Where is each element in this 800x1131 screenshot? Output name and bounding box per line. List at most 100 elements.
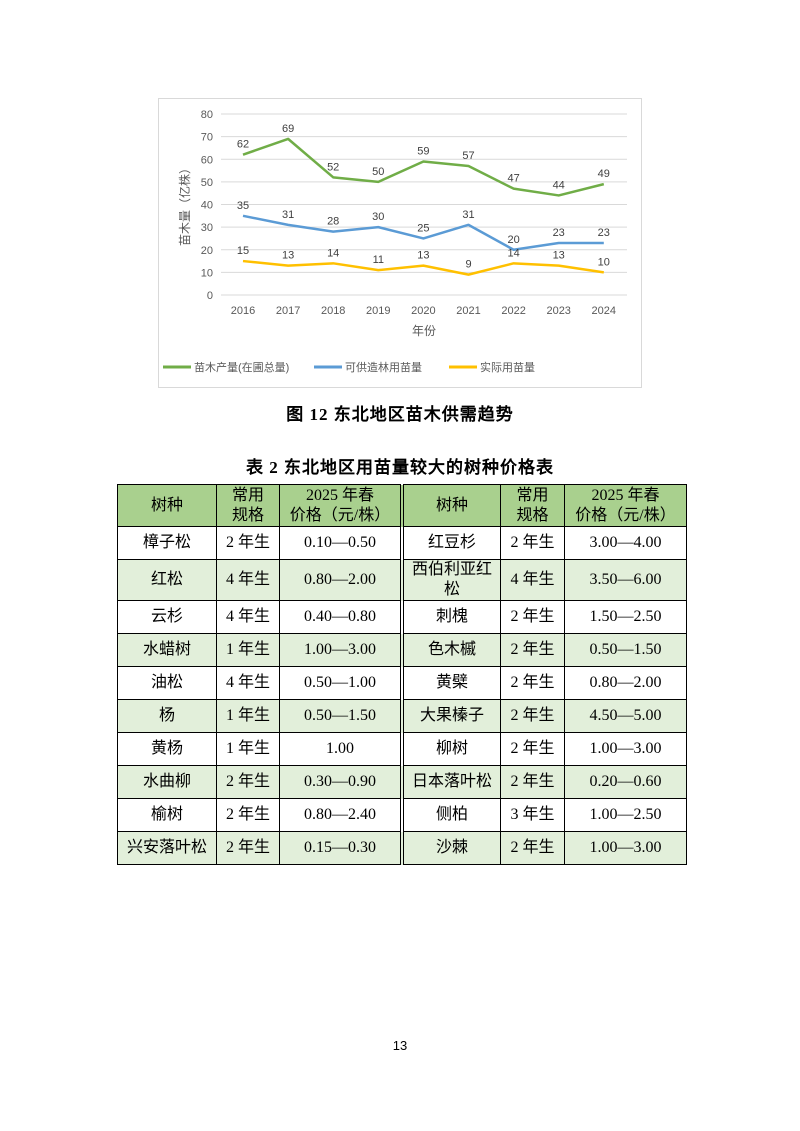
cell-price: 4.50—5.00 <box>564 699 687 733</box>
y-tick-label: 0 <box>207 290 213 302</box>
data-label: 49 <box>598 168 610 180</box>
cell-species: 红豆杉 <box>400 526 501 560</box>
data-label: 20 <box>507 234 519 246</box>
data-label: 13 <box>417 250 429 262</box>
table-row: 黄杨 1 年生 1.00 柳树 2 年生 1.00—3.00 <box>117 732 687 766</box>
y-tick-label: 30 <box>201 222 213 234</box>
data-label: 57 <box>462 150 474 162</box>
cell-species: 云杉 <box>117 600 217 634</box>
series-line-1 <box>242 214 604 251</box>
data-label: 13 <box>553 250 565 262</box>
table-row: 红松 4 年生 0.80—2.00 西伯利亚红松 4 年生 3.50—6.00 <box>117 559 687 601</box>
cell-spec: 2 年生 <box>500 666 565 700</box>
cell-species: 油松 <box>117 666 217 700</box>
cell-species: 樟子松 <box>117 526 217 560</box>
cell-species: 榆树 <box>117 798 217 832</box>
cell-species: 柳树 <box>400 732 501 766</box>
cell-species: 侧柏 <box>400 798 501 832</box>
header-spec: 常用 规格 <box>216 484 280 527</box>
cell-species: 红松 <box>117 559 217 601</box>
cell-spec: 2 年生 <box>500 600 565 634</box>
data-label: 10 <box>598 256 610 268</box>
cell-price: 1.00—3.00 <box>564 831 687 865</box>
cell-species: 刺槐 <box>400 600 501 634</box>
cell-price: 1.00—3.00 <box>279 633 403 667</box>
x-tick-label: 2019 <box>366 305 390 317</box>
data-label: 25 <box>417 222 429 234</box>
cell-price: 1.00 <box>279 732 403 766</box>
cell-species: 杨 <box>117 699 217 733</box>
table-row: 水曲柳 2 年生 0.30—0.90 日本落叶松 2 年生 0.20—0.60 <box>117 765 687 799</box>
x-tick-label: 2017 <box>276 305 300 317</box>
legend-label: 实际用苗量 <box>480 360 535 374</box>
header-species: 树种 <box>117 484 217 527</box>
y-tick-label: 60 <box>201 154 213 166</box>
table-row: 兴安落叶松 2 年生 0.15—0.30 沙棘 2 年生 1.00—3.00 <box>117 831 687 865</box>
cell-spec: 2 年生 <box>216 526 280 560</box>
table-row: 樟子松 2 年生 0.10—0.50 红豆杉 2 年生 3.00—4.00 <box>117 526 687 560</box>
x-tick-label: 2022 <box>501 305 525 317</box>
data-label: 69 <box>282 123 294 135</box>
table-row: 油松 4 年生 0.50—1.00 黄檗 2 年生 0.80—2.00 <box>117 666 687 700</box>
data-label: 47 <box>507 173 519 185</box>
data-label: 50 <box>372 166 384 178</box>
cell-spec: 2 年生 <box>500 732 565 766</box>
y-axis-title: 苗木量（亿株） <box>177 162 192 246</box>
cell-spec: 2 年生 <box>500 765 565 799</box>
legend-label: 苗木产量(在圃总量) <box>194 360 289 374</box>
cell-spec: 4 年生 <box>216 666 280 700</box>
line-chart: 0 10 20 30 40 50 60 70 80 2016 2017 2018 2019 2020 202… <box>158 98 642 388</box>
cell-price: 0.50—1.50 <box>279 699 403 733</box>
cell-price: 0.80—2.00 <box>279 559 403 601</box>
table-row: 云杉 4 年生 0.40—0.80 刺槐 2 年生 1.50—2.50 <box>117 600 687 634</box>
cell-price: 3.00—4.00 <box>564 526 687 560</box>
y-tick-label: 10 <box>201 267 213 279</box>
page-number: 13 <box>392 1038 408 1053</box>
y-tick-label: 70 <box>201 132 213 144</box>
legend-label: 可供造林用苗量 <box>345 360 422 374</box>
cell-species: 色木槭 <box>400 633 501 667</box>
table-row: 榆树 2 年生 0.80—2.40 侧柏 3 年生 1.00—2.50 <box>117 798 687 832</box>
cell-species: 黄檗 <box>400 666 501 700</box>
cell-spec: 2 年生 <box>216 765 280 799</box>
cell-price: 0.80—2.00 <box>564 666 687 700</box>
data-label: 31 <box>462 209 474 221</box>
cell-price: 0.50—1.00 <box>279 666 403 700</box>
cell-spec: 1 年生 <box>216 699 280 733</box>
cell-price: 0.20—0.60 <box>564 765 687 799</box>
data-label: 23 <box>598 227 610 239</box>
cell-spec: 3 年生 <box>500 798 565 832</box>
cell-spec: 4 年生 <box>216 559 280 601</box>
y-tick-label: 20 <box>201 245 213 257</box>
cell-price: 1.00—2.50 <box>564 798 687 832</box>
cell-species: 水曲柳 <box>117 765 217 799</box>
x-axis-title: 年份 <box>412 324 436 338</box>
cell-price: 3.50—6.00 <box>564 559 687 601</box>
cell-species: 大果榛子 <box>400 699 501 733</box>
y-tick-label: 40 <box>201 200 213 212</box>
data-label: 44 <box>553 179 565 191</box>
data-label: 23 <box>553 227 565 239</box>
cell-spec: 2 年生 <box>216 798 280 832</box>
cell-species: 兴安落叶松 <box>117 831 217 865</box>
x-tick-label: 2016 <box>231 305 255 317</box>
cell-price: 0.10—0.50 <box>279 526 403 560</box>
data-label: 15 <box>237 245 249 257</box>
x-tick-label: 2021 <box>456 305 480 317</box>
cell-spec: 1 年生 <box>216 633 280 667</box>
cell-price: 0.80—2.40 <box>279 798 403 832</box>
header-species: 树种 <box>400 484 501 527</box>
cell-spec: 1 年生 <box>216 732 280 766</box>
header-price: 2025 年春 价格（元/株） <box>279 484 403 527</box>
cell-species: 日本落叶松 <box>400 765 501 799</box>
cell-spec: 2 年生 <box>500 831 565 865</box>
x-tick-label: 2018 <box>321 305 345 317</box>
cell-spec: 2 年生 <box>500 633 565 667</box>
cell-species: 水蜡树 <box>117 633 217 667</box>
cell-species: 沙棘 <box>400 831 501 865</box>
data-label: 30 <box>372 211 384 223</box>
figure-caption: 图 12 东北地区苗木供需趋势 <box>286 405 514 424</box>
table-header-row: 树种 常用 规格 2025 年春 价格（元/株） 树种 常用 规格 2025 年… <box>117 484 687 527</box>
data-label: 13 <box>282 250 294 262</box>
